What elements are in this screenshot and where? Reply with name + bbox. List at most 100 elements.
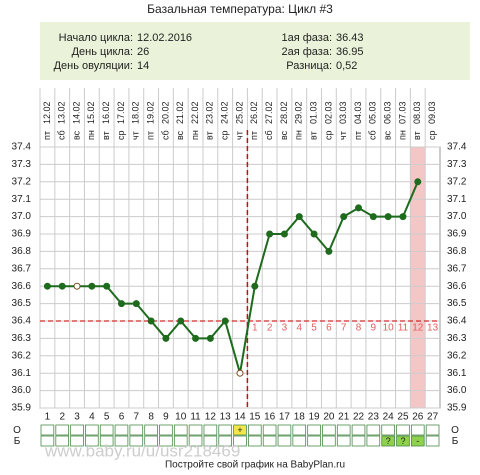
row-cell [262,424,277,436]
row-cell [99,424,114,436]
row-cell-mark: + [237,425,242,435]
x-tick-label: 17 [279,412,291,423]
temperature-point [177,317,185,325]
weekday-label: вт [101,131,111,140]
x-tick-label: 25 [397,412,409,423]
temperature-point [236,369,244,377]
row-cell [218,435,232,447]
summary-label: День овуляции: [54,60,133,72]
row-cell [218,424,232,436]
row-cell [322,435,336,447]
y-tick-label: 36.3 [12,333,32,344]
y-tick-label: 36.1 [12,368,32,379]
temperature-point [399,213,407,221]
row-cell [292,424,307,436]
weekday-label: ср [427,130,437,140]
weekday-label: сб [160,130,170,140]
row-cell [114,435,129,447]
temperature-point [251,282,259,290]
y-tick-label: 36.2 [12,350,32,361]
weekday-label: пт [42,131,52,140]
date-label: 18.02 [131,101,141,124]
summary-value: 36.43 [336,32,364,44]
weekday-label: пн [294,130,304,140]
post-ovulation-label: 1 [252,323,258,334]
x-tick-label: 24 [383,412,395,423]
temperature-point [325,247,333,255]
date-label: 21.02 [175,101,185,124]
temperature-point [73,282,81,290]
summary-value: 14 [137,60,149,72]
summary-value: 26 [137,46,149,58]
y-tick-label-right: 37.3 [447,159,467,170]
x-tick-label: 12 [205,412,217,423]
row-cell [396,424,410,436]
row-cell [410,435,425,447]
weekday-label: чт [131,131,141,140]
x-tick-label: 6 [119,412,125,423]
date-label: 29.02 [294,101,304,124]
x-tick-label: 2 [59,412,65,423]
y-tick-label: 37.3 [12,159,32,170]
date-label: 26.02 [249,101,259,124]
date-label: 12.02 [42,101,52,124]
row-cell [336,424,351,436]
date-label: 24.02 [220,101,230,124]
weekday-label: сб [57,130,67,140]
temperature-point [147,317,155,325]
weekday-label: ср [116,130,126,140]
date-label: 09.03 [427,101,437,124]
row-cell [70,435,84,447]
y-tick-label-right: 36.7 [447,263,467,274]
weekday-label: пт [249,131,259,140]
row-cell [322,424,336,436]
date-label: 06.03 [383,101,393,124]
x-tick-label: 20 [323,412,335,423]
post-ovulation-label: 11 [398,323,409,334]
temperature-point [310,230,318,238]
post-ovulation-label: 6 [326,323,332,334]
y-tick-label-right: 36.5 [447,298,467,309]
y-tick-label-right: 37.0 [447,211,467,222]
temperature-point [192,334,200,342]
row-cell [129,435,144,447]
temperature-point [280,230,288,238]
x-tick-label: 8 [148,412,154,423]
footer: Постройте свой график на BabyPlan.ru [165,459,345,471]
row-cell [203,435,218,447]
x-tick-label: 9 [163,412,169,423]
x-tick-label: 7 [134,412,140,423]
row-label-right: Б [452,436,459,447]
watermark: www.baby.ru/u/usr218469 [44,441,240,460]
date-label: 03.03 [338,101,348,124]
date-label: 13.02 [57,101,67,124]
x-tick-label: 1 [45,412,51,423]
temperature-point [206,334,214,342]
x-tick-label: 13 [220,412,232,423]
y-tick-label-right: 36.6 [447,281,467,292]
weekday-label: пт [353,131,363,140]
summary-label: Начало цикла: [59,32,133,44]
row-cell [55,435,70,447]
date-label: 08.03 [412,101,422,124]
summary-label: День цикла: [72,46,133,58]
weekday-label: вт [308,131,318,140]
row-cell [233,435,247,447]
post-ovulation-label: 8 [356,323,362,334]
y-tick-label: 36.6 [12,281,32,292]
row-cell [307,435,321,447]
x-tick-label: 14 [234,412,246,423]
temperature-point [355,204,363,212]
row-cell [144,435,158,447]
weekday-label: сб [264,130,274,140]
temperature-point [266,230,274,238]
date-label: 28.02 [279,101,289,124]
row-cell [188,424,203,436]
row-cell [173,424,188,436]
row-cell [351,435,366,447]
x-tick-label: 18 [294,412,306,423]
row-cell [262,435,277,447]
row-cell [366,435,381,447]
date-label: 25.02 [234,101,244,124]
y-tick-label-right: 36.4 [447,316,467,327]
